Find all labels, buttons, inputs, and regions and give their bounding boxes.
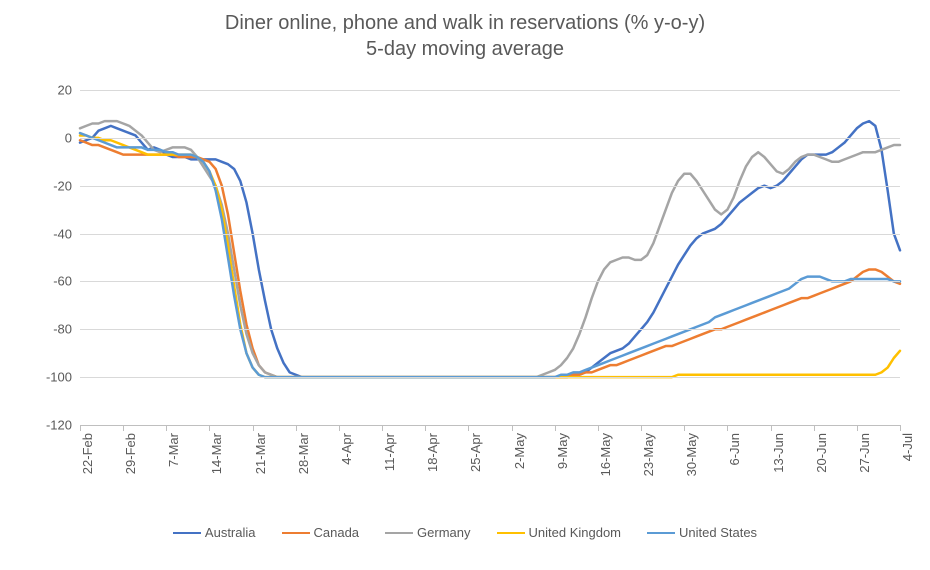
gridline <box>80 138 900 139</box>
chart-legend: Australia Canada Germany United Kingdom Unit… <box>0 525 930 540</box>
x-tick-mark <box>512 425 513 431</box>
x-tick-mark <box>555 425 556 431</box>
y-tick-label: -20 <box>53 178 80 193</box>
x-tick-label: 27-Jun <box>857 433 872 473</box>
x-tick-label: 22-Feb <box>80 433 95 474</box>
x-tick-mark <box>814 425 815 431</box>
line-plot-svg <box>80 90 900 425</box>
x-tick-mark <box>382 425 383 431</box>
series-line <box>80 140 900 377</box>
x-tick-label: 13-Jun <box>771 433 786 473</box>
x-tick-mark <box>684 425 685 431</box>
x-tick-mark <box>166 425 167 431</box>
x-tick-mark <box>296 425 297 431</box>
legend-swatch <box>385 532 413 534</box>
x-tick-label: 11-Apr <box>382 433 397 471</box>
gridline <box>80 281 900 282</box>
x-tick-label: 4-Jul <box>900 433 915 461</box>
x-tick-label: 25-Apr <box>468 433 483 472</box>
x-tick-mark <box>425 425 426 431</box>
chart-title: Diner online, phone and walk in reservat… <box>0 0 930 62</box>
legend-item: Germany <box>385 525 470 540</box>
x-tick-mark <box>80 425 81 431</box>
gridline <box>80 377 900 378</box>
y-tick-label: -100 <box>46 370 80 385</box>
x-tick-label: 28-Mar <box>296 433 311 474</box>
legend-label: Australia <box>205 525 256 540</box>
legend-label: Germany <box>417 525 470 540</box>
gridline <box>80 186 900 187</box>
x-tick-mark <box>598 425 599 431</box>
legend-item: United Kingdom <box>497 525 622 540</box>
legend-label: United Kingdom <box>529 525 622 540</box>
y-tick-label: -60 <box>53 274 80 289</box>
x-tick-label: 9-May <box>555 433 570 469</box>
x-axis: 22-Feb 29-Feb 7-Mar 14-Mar 21-Mar 28-Mar 4-Apr… <box>80 425 900 495</box>
x-tick-mark <box>123 425 124 431</box>
x-tick-label: 20-Jun <box>814 433 829 473</box>
x-axis-line <box>80 425 900 426</box>
x-tick-mark <box>641 425 642 431</box>
chart-title-line1: Diner online, phone and walk in reservat… <box>0 10 930 36</box>
x-tick-label: 21-Mar <box>253 433 268 474</box>
x-tick-label: 2-May <box>512 433 527 469</box>
chart-title-line2: 5-day moving average <box>0 36 930 62</box>
x-tick-mark <box>771 425 772 431</box>
x-tick-label: 18-Apr <box>425 433 440 472</box>
x-tick-label: 23-May <box>641 433 656 476</box>
x-tick-mark <box>857 425 858 431</box>
x-tick-mark <box>253 425 254 431</box>
x-tick-label: 14-Mar <box>209 433 224 474</box>
x-tick-mark <box>209 425 210 431</box>
legend-item: United States <box>647 525 757 540</box>
plot-area: -120-100-80-60-40-20020 <box>80 90 900 425</box>
gridline <box>80 329 900 330</box>
legend-label: United States <box>679 525 757 540</box>
x-tick-label: 29-Feb <box>123 433 138 474</box>
y-tick-label: 20 <box>58 83 80 98</box>
legend-item: Canada <box>282 525 360 540</box>
x-tick-label: 6-Jun <box>727 433 742 466</box>
gridline <box>80 234 900 235</box>
x-tick-mark <box>900 425 901 431</box>
x-tick-label: 4-Apr <box>339 433 354 465</box>
legend-swatch <box>282 532 310 534</box>
x-tick-mark <box>468 425 469 431</box>
y-tick-label: -120 <box>46 418 80 433</box>
x-tick-label: 30-May <box>684 433 699 476</box>
legend-swatch <box>173 532 201 534</box>
legend-label: Canada <box>314 525 360 540</box>
y-tick-label: 0 <box>65 130 80 145</box>
gridline <box>80 90 900 91</box>
x-tick-mark <box>727 425 728 431</box>
legend-swatch <box>647 532 675 534</box>
x-tick-mark <box>339 425 340 431</box>
x-tick-label: 16-May <box>598 433 613 476</box>
y-tick-label: -40 <box>53 226 80 241</box>
legend-swatch <box>497 532 525 534</box>
x-tick-label: 7-Mar <box>166 433 181 467</box>
y-tick-label: -80 <box>53 322 80 337</box>
series-line <box>80 133 900 377</box>
legend-item: Australia <box>173 525 256 540</box>
reservations-chart: Diner online, phone and walk in reservat… <box>0 0 930 570</box>
